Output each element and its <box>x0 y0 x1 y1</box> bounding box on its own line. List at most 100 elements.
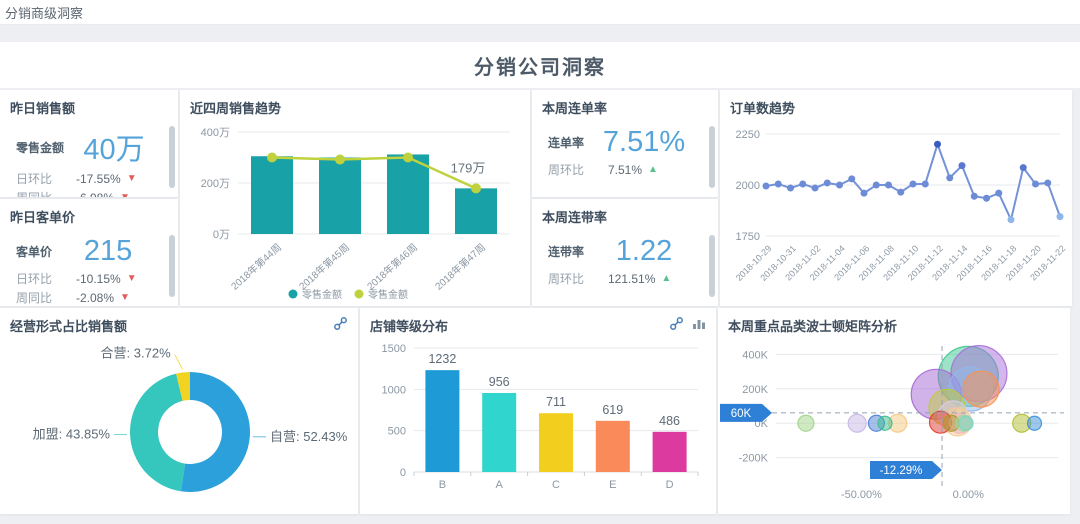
svg-text:60K: 60K <box>731 408 752 420</box>
kpi-row: 周同比 -2.08% ▼ <box>16 289 178 306</box>
svg-text:加盟: 43.85%: 加盟: 43.85% <box>33 427 111 442</box>
row-value: 121.51% <box>608 271 656 286</box>
topbar-title[interactable]: 分销商级洞察 <box>5 5 84 21</box>
metric-value: 7.51% <box>602 126 686 158</box>
kpi-row: 日环比 -10.15% ▼ <box>16 270 178 287</box>
row-value: 7.51% <box>608 162 643 177</box>
svg-text:-50.00%: -50.00% <box>841 489 882 501</box>
row-label: 周环比 <box>548 163 585 177</box>
svg-text:0.00%: 0.00% <box>953 489 984 501</box>
dashboard: 昨日销售额 零售金额 40万 日环比 -17.55% ▼ 周同比 -6.98% … <box>0 90 1080 514</box>
row-label: 日环比 <box>16 272 53 286</box>
svg-text:1750: 1750 <box>736 231 760 243</box>
order-trend-chart: 2250200017502018-10-292018-10-312018-11-… <box>734 129 1068 283</box>
bar-chart-icon[interactable] <box>692 317 706 330</box>
svg-text:合营: 3.72%: 合营: 3.72% <box>101 345 172 360</box>
down-arrow-icon: ▼ <box>126 172 137 184</box>
svg-text:2250: 2250 <box>736 129 760 141</box>
metric-value: 1.22 <box>615 235 673 267</box>
svg-text:自营: 52.43%: 自营: 52.43% <box>270 429 348 444</box>
svg-text:0: 0 <box>400 467 406 479</box>
svg-text:E: E <box>609 479 616 491</box>
row-value: -17.55% <box>76 171 121 186</box>
svg-text:1000: 1000 <box>382 384 406 396</box>
card-scrollbar[interactable] <box>169 235 175 297</box>
svg-text:-12.29%: -12.29% <box>880 465 923 477</box>
kpi-column-rates: 本周连单率 连单率 7.51% 周环比 7.51% ▲ 本周连带率 连带率 1.… <box>532 90 718 306</box>
svg-text:C: C <box>552 479 560 491</box>
svg-text:486: 486 <box>659 414 680 428</box>
svg-text:400万: 400万 <box>201 127 230 139</box>
svg-text:A: A <box>496 479 504 491</box>
dashboard-row-2: 经营形式占比销售额 自营: 52.43% 加盟: 43.85% 合营: 3.72% … <box>0 308 1080 514</box>
card-title: 昨日销售额 <box>10 101 76 116</box>
metric-label: 连带率 <box>548 245 585 259</box>
down-arrow-icon: ▼ <box>120 191 130 197</box>
svg-text:1500: 1500 <box>382 343 406 355</box>
kpi-row: 周环比 7.51% ▲ <box>548 161 718 178</box>
card-title: 本周连单率 <box>542 101 608 116</box>
svg-text:200万: 200万 <box>201 178 230 190</box>
chart-card-ops-share: 经营形式占比销售额 自营: 52.43% 加盟: 43.85% 合营: 3.72% <box>0 308 358 514</box>
kpi-card-week-attach-rate: 本周连单率 连单率 7.51% 周环比 7.51% ▲ <box>532 90 718 197</box>
svg-text:500: 500 <box>388 426 406 438</box>
kpi-row: 周环比 121.51% ▲ <box>548 270 718 287</box>
kpi-main: 零售金额 40万 <box>0 126 178 168</box>
store-level-bar-chart: 1500 1000 500 0 1232 B 956 A 711 C 619 E 486 D <box>382 343 699 491</box>
kpi-column-sales: 昨日销售额 零售金额 40万 日环比 -17.55% ▼ 周同比 -6.98% … <box>0 90 178 306</box>
topbar: 分销商级洞察 <box>0 0 1080 25</box>
row-value: -2.08% <box>76 290 115 305</box>
chart-card-store-level: 店铺等级分布 1500 1000 500 0 1232 B 956 A 711 C 619 E 486 D <box>360 308 716 514</box>
kpi-row: 日环比 -17.55% ▼ <box>16 170 178 187</box>
card-title: 订单数趋势 <box>730 101 796 116</box>
metric-label: 连单率 <box>548 136 585 150</box>
up-arrow-icon: ▲ <box>648 163 658 175</box>
kpi-card-yesterday-avg-order: 昨日客单价 客单价 215 日环比 -10.15% ▼ 周同比 -2.08% ▼ <box>0 199 178 306</box>
ops-share-donut-chart: 自营: 52.43% 加盟: 43.85% 合营: 3.72% <box>33 345 348 492</box>
svg-text:1232: 1232 <box>428 352 456 366</box>
metric-value: 215 <box>83 235 133 267</box>
svg-text:2000: 2000 <box>736 180 760 192</box>
up-arrow-icon: ▲ <box>661 272 672 284</box>
svg-text:D: D <box>666 479 674 491</box>
svg-text:零售金额: 零售金额 <box>368 288 408 301</box>
card-scrollbar[interactable] <box>709 126 715 188</box>
svg-text:400K: 400K <box>742 349 768 361</box>
kpi-row: 周同比 -6.98% ▼ <box>16 189 178 198</box>
row-label: 周同比 <box>16 189 66 197</box>
svg-text:179万: 179万 <box>451 160 486 175</box>
svg-text:711: 711 <box>546 395 566 409</box>
svg-text:200K: 200K <box>742 384 768 396</box>
card-title: 昨日客单价 <box>10 210 76 225</box>
card-scrollbar[interactable] <box>709 235 715 297</box>
svg-text:B: B <box>439 479 446 491</box>
chart-card-boston-matrix: 本周重点品类波士顿矩阵分析 400K 200K 0K -200K 60K -12.29% -… <box>718 308 1070 514</box>
dashboard-row-1: 昨日销售额 零售金额 40万 日环比 -17.55% ▼ 周同比 -6.98% … <box>0 90 1080 306</box>
svg-text:2018年第46周: 2018年第46周 <box>364 241 420 293</box>
kpi-main: 客单价 215 <box>0 235 178 268</box>
down-arrow-icon: ▼ <box>120 291 130 303</box>
svg-text:2018年第45周: 2018年第45周 <box>296 241 352 293</box>
row-label: 日环比 <box>16 172 53 186</box>
link-icon[interactable] <box>669 316 684 331</box>
row-label: 周同比 <box>16 291 53 305</box>
kpi-card-week-basket-rate: 本周连带率 连带率 1.22 周环比 121.51% ▲ <box>532 199 718 306</box>
kpi-main: 连单率 7.51% <box>532 126 718 159</box>
card-title: 本周连带率 <box>542 210 608 225</box>
svg-text:2018年第47周: 2018年第47周 <box>432 241 488 293</box>
card-title: 近四周销售趋势 <box>190 101 282 116</box>
row-label: 周环比 <box>548 272 585 286</box>
link-icon[interactable] <box>333 316 348 331</box>
chart-card-weekly-sales-trend: 近四周销售趋势 400万 200万 0万 2018年第44周 2018年第45周 2018… <box>180 90 530 306</box>
svg-text:956: 956 <box>489 375 510 389</box>
kpi-card-yesterday-sales: 昨日销售额 零售金额 40万 日环比 -17.55% ▼ 周同比 -6.98% … <box>0 90 178 197</box>
card-title: 本周重点品类波士顿矩阵分析 <box>728 319 898 334</box>
top-gap <box>0 25 1080 42</box>
title-band: 分销公司洞察 <box>0 42 1080 88</box>
card-scrollbar[interactable] <box>169 126 175 188</box>
page-title: 分销公司洞察 <box>474 56 606 79</box>
card-title: 经营形式占比销售额 <box>10 319 128 334</box>
kpi-main: 连带率 1.22 <box>532 235 718 268</box>
